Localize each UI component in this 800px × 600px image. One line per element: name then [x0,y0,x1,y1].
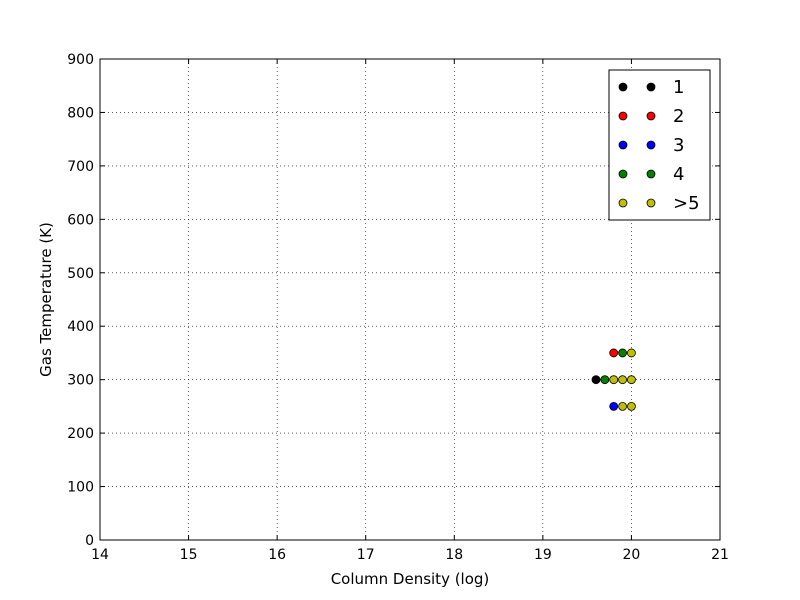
y-tick-label: 200 [67,426,94,442]
y-axis-label: Gas Temperature (K) [37,222,55,377]
legend-marker [646,169,656,179]
legend-marker [646,111,656,121]
x-tick-label: 17 [357,547,375,563]
y-tick-label: 900 [67,52,94,68]
y-tick-label: 100 [67,480,94,496]
y-tick-label: 700 [67,159,94,175]
y-tick-label: 400 [67,319,94,335]
legend-label: >5 [673,193,700,214]
legend-label: 2 [673,106,684,127]
data-point-series-2 [609,348,619,358]
legend-marker [618,198,628,208]
legend-marker [618,111,628,121]
x-tick-label: 16 [268,547,286,563]
axis-ticks: 14 15 16 17 18 19 20 21010020030040050060070080… [67,52,729,563]
plot-frame [99,58,721,541]
data-point-series-4 [618,348,627,358]
data-point-series-4 [600,375,610,385]
legend-marker [646,82,656,92]
legend-marker [646,198,656,208]
x-tick-label: 18 [445,547,463,563]
y-tick-label: 0 [85,533,94,549]
data-point-series-3 [609,401,619,411]
legend: 1 2 3 4 >5 [608,69,711,221]
x-tick-label: 20 [623,547,641,563]
x-axis-label: Column Density (log) [331,570,490,588]
y-tick-label: 600 [67,212,94,228]
legend-marker [618,82,628,92]
data-points [591,348,636,411]
data-point-series-5 [627,375,636,385]
y-tick-label: 300 [67,373,94,389]
x-tick-label: 19 [534,547,552,563]
data-point-series-5 [609,375,619,385]
data-point-series-1 [591,375,601,385]
legend-label: 4 [673,164,684,185]
y-tick-label: 500 [67,266,94,282]
x-tick-label: 21 [711,547,729,563]
y-tick-label: 800 [67,105,94,121]
data-point-series-5 [618,401,627,411]
legend-marker [618,169,628,179]
legend-marker [618,140,628,150]
x-tick-label: 14 [91,547,109,563]
legend-marker [646,140,656,150]
data-point-series-5 [618,375,627,385]
legend-label: 3 [673,135,684,156]
data-point-series-5 [627,348,636,358]
legend-label: 1 [673,77,684,98]
x-tick-label: 15 [180,547,198,563]
data-point-series-5 [627,401,636,411]
